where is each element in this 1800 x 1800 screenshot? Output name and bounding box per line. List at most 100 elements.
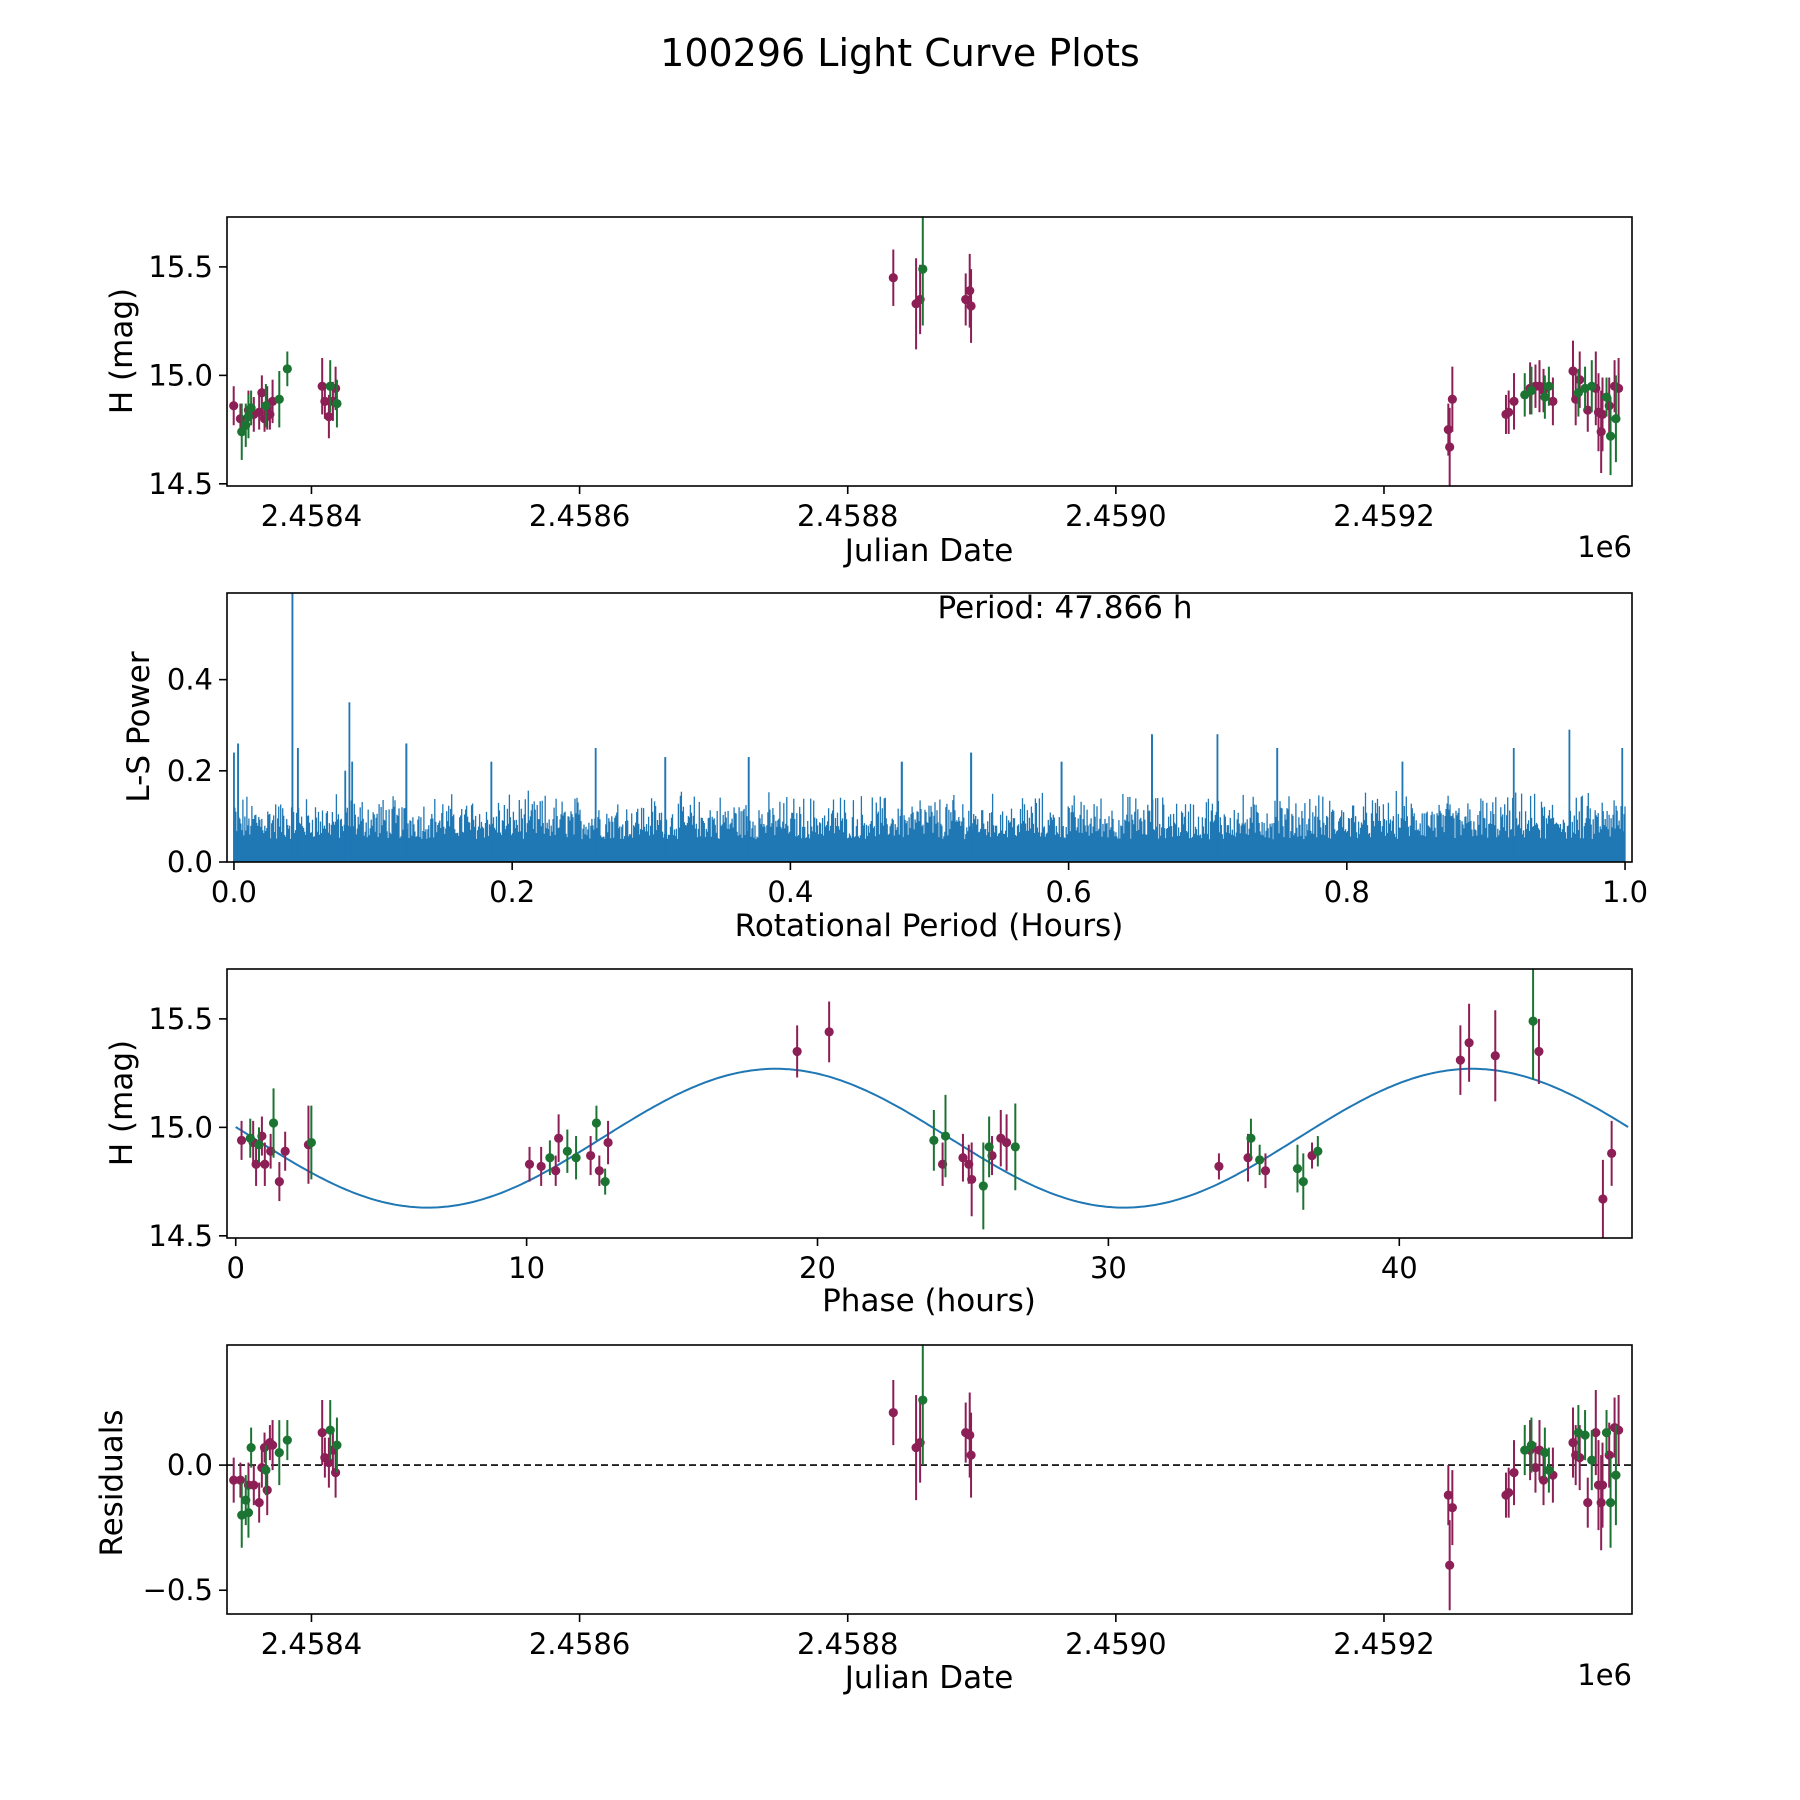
residuals-point-purple [1591,1427,1601,1438]
phase-model-curve [235,1067,1629,1209]
phase-point-purple [967,1174,977,1185]
periodogram-yticks: 0.0 0.2 0.4 [167,663,227,879]
period-annotation: Period: 47.866 h [938,590,1193,626]
lightcurve-point-purple [324,411,334,422]
lightcurve-point-green [918,264,928,274]
lightcurve-point-purple [1575,375,1585,385]
residuals-point-purple [1447,1503,1457,1513]
lightcurve-point-green [1605,431,1616,441]
residuals-point-purple [1530,1463,1541,1473]
phase-point-purple [1490,1051,1500,1061]
residuals-point-green [246,1442,256,1453]
phase-point-purple [586,1150,596,1161]
residuals-point-purple [1597,1480,1608,1490]
residuals-point-purple [249,1480,259,1490]
phase-point-purple [1464,1038,1474,1048]
residuals-point-purple [1575,1453,1585,1463]
lightcurve-xtick-label: 2.4584 [261,499,362,533]
residuals-point-purple [888,1407,898,1418]
residuals-point-purple [330,1468,341,1478]
lightcurve-marks [229,217,1624,486]
residuals-offset-label: 1e6 [1577,1658,1632,1692]
lightcurve-xticks: 2.4584 2.4586 2.4588 2.4590 2.4592 [261,486,1435,533]
phase-point-green [984,1142,994,1152]
phase-ytick-label: 15.5 [148,1002,213,1036]
phase-point-green [571,1153,581,1163]
phase-point-green [1528,1016,1538,1026]
periodogram-xtick-label: 0.8 [1324,875,1370,909]
phase-point-purple [1260,1166,1271,1176]
lightcurve-point-green [261,401,271,411]
lightcurve-point-purple [1504,407,1514,417]
lightcurve-point-green [1573,388,1583,398]
lightcurve-point-purple [1445,442,1455,452]
phase-panel: 0 10 20 30 40 14.5 15.0 15.5 Phase (hours) H (… [104,968,1633,1319]
residuals-point-green [1601,1427,1612,1438]
lightcurve-point-green [246,403,256,413]
lightcurve-point-purple [1447,394,1457,404]
periodogram-xtick-label: 0.6 [1046,875,1092,909]
lightcurve-ytick-label: 15.5 [148,250,213,284]
residuals-xticks: 2.4584 2.4586 2.4588 2.4590 2.4592 [261,1614,1435,1661]
residuals-point-purple [267,1440,278,1450]
phase-point-green [591,1118,602,1128]
residuals-xtick-label: 2.4592 [1333,1627,1434,1661]
residuals-yticks: −0.5 0.0 [143,1448,227,1607]
residuals-point-green [274,1448,284,1458]
periodogram-line [233,593,1626,862]
residuals-xlabel: Julian Date [843,1660,1014,1696]
residuals-frame [226,1344,1633,1615]
lightcurve-point-green [332,398,342,409]
figure-title: 100296 Light Curve Plots [660,31,1140,75]
phase-point-green [1255,1155,1265,1165]
residuals-xtick-label: 2.4586 [529,1627,630,1661]
periodogram-panel: 0.0 0.2 0.4 0.6 0.8 1.0 0.0 0.2 0.4 Period: 47.… [121,590,1648,944]
phase-point-purple [824,1027,834,1037]
lightcurve-point-green [1540,392,1550,402]
residuals-point-purple [1443,1490,1453,1500]
phase-point-purple [603,1137,613,1148]
lightcurve-xlabel: Julian Date [843,533,1014,569]
phase-xtick-label: 20 [799,1251,836,1285]
periodogram-marks [233,593,1626,862]
phase-point-purple [1455,1055,1465,1065]
phase-point-purple [274,1176,284,1187]
residuals-xtick-label: 2.4584 [261,1627,362,1661]
lightcurve-point-green [1601,392,1612,402]
lightcurve-point-purple [966,301,976,311]
lightcurve-point-green [325,381,335,391]
periodogram-xtick-label: 0.2 [489,875,535,909]
lightcurve-point-purple [257,388,267,398]
lightcurve-yticks: 14.5 15.0 15.5 [148,250,227,501]
phase-point-green [1313,1146,1323,1156]
periodogram-frame [226,592,1633,863]
residuals-point-purple [254,1498,264,1508]
lightcurve-point-purple [1597,409,1608,420]
periodogram-xtick-label: 0.0 [211,875,257,909]
phase-point-green [545,1153,555,1163]
residuals-point-green [1611,1470,1621,1480]
lightcurve-xtick-label: 2.4592 [1333,499,1434,533]
residuals-ylabel: Residuals [94,1409,130,1556]
phase-point-purple [1001,1137,1012,1148]
lightcurve-frame [226,216,1633,487]
phase-xlabel: Phase (hours) [822,1283,1036,1319]
phase-point-purple [594,1166,604,1176]
lightcurve-point-purple [1509,396,1519,406]
residuals-point-purple [1445,1560,1455,1570]
phase-point-purple [524,1159,535,1169]
periodogram-ytick-label: 0.2 [167,754,213,788]
lightcurve-panel: 2.4584 2.4586 2.4588 2.4590 2.4592 14.515.01… [104,216,1633,569]
phase-ylabel: H (mag) [104,1040,140,1166]
phase-point-purple [280,1146,290,1156]
phase-marks [235,969,1629,1238]
lightcurve-xtick-label: 2.4586 [529,499,630,533]
phase-point-green [1292,1163,1303,1174]
periodogram-xticks: 0.0 0.2 0.4 0.6 0.8 1.0 [211,862,1648,909]
residuals-point-purple [1509,1468,1519,1478]
phase-point-green [245,1133,255,1143]
residuals-point-green [282,1435,292,1445]
residuals-point-purple [324,1458,334,1468]
phase-xticks: 0 10 20 30 40 [227,1238,1418,1285]
